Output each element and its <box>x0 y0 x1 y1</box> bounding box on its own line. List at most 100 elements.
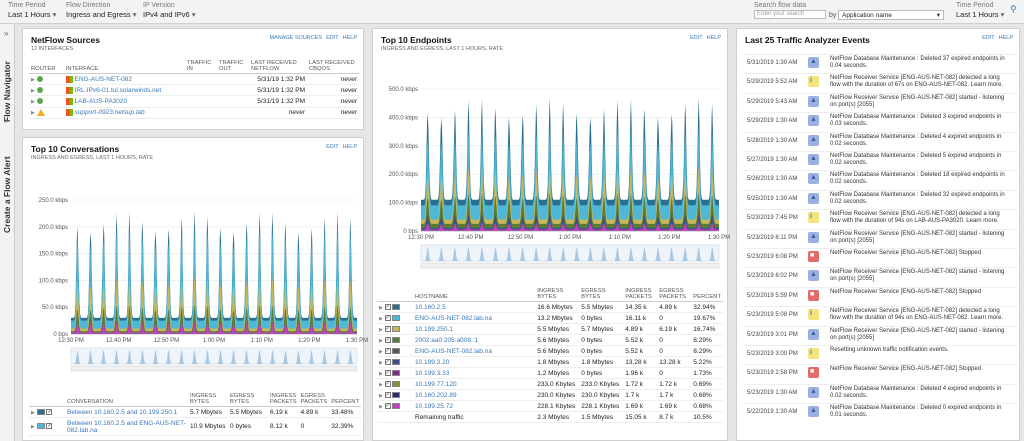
help-link[interactable]: HELP <box>342 144 357 150</box>
expand-icon[interactable]: ▶ <box>31 76 35 83</box>
table-row[interactable]: ▶ ✓ ENG-AUS-NET-082.lab.na 13.2 Mbytes 0 b… <box>377 312 723 324</box>
expand-icon[interactable]: ▶ <box>379 370 383 377</box>
series-checkbox[interactable]: ✓ <box>384 325 391 332</box>
series-checkbox[interactable]: ✓ <box>46 408 53 415</box>
expand-icon[interactable]: ▶ <box>379 304 383 311</box>
help-link[interactable]: HELP <box>342 35 357 41</box>
event-row[interactable]: 5/31/2019 1:30 AM ▲ NetFlow Database Maint… <box>743 54 1017 71</box>
search-input[interactable]: Enter your search <box>754 10 826 19</box>
series-checkbox[interactable]: ✓ <box>384 369 391 376</box>
table-row[interactable]: ▶ ✓ 10.199.250.1 5.5 Mbytes 5.7 Mbytes 4.89… <box>377 323 723 335</box>
table-row[interactable]: ▶ ✓ Between 10.160.2.5 and ENG-AUS-NET-0… <box>29 417 361 436</box>
time-period-filter-right[interactable]: Time Period Last 1 Hours <box>956 2 1004 19</box>
interface-link[interactable]: LAB-AUS-PA3020 <box>74 98 128 106</box>
expand-icon[interactable]: ▶ <box>379 348 383 355</box>
event-row[interactable]: 5/27/2019 1:30 AM ▲ NetFlow Database Maint… <box>743 151 1017 168</box>
table-row[interactable]: ▶ LAB-AUS-PA3020 5/31/19 1:32 PM never <box>29 95 359 108</box>
interface-link[interactable]: ENG-AUS-NET-082 <box>74 75 132 83</box>
expand-icon[interactable]: ▶ <box>31 110 35 117</box>
flow-navigator-tab[interactable]: Flow Navigator <box>0 38 15 124</box>
series-checkbox[interactable]: ✓ <box>384 402 391 409</box>
time-period-right-value[interactable]: Last 1 Hours <box>956 10 1004 19</box>
help-link[interactable]: HELP <box>998 35 1013 41</box>
event-row[interactable]: 5/28/2019 1:30 AM ▲ NetFlow Database Maint… <box>743 131 1017 149</box>
table-row[interactable]: ▶ ENG-AUS-NET-082 5/31/19 1:32 PM never <box>29 73 359 86</box>
hostname-link[interactable]: 10.199.25.72 <box>415 402 453 410</box>
event-row[interactable]: 5/23/2019 1:30 AM ▲ NetFlow Database Maint… <box>743 383 1017 401</box>
conversation-link[interactable]: Between 10.160.2.5 and 10.199.250.1 <box>67 408 178 416</box>
interface-link[interactable]: support-0923.netsup.lab <box>74 109 145 117</box>
series-checkbox[interactable]: ✓ <box>384 303 391 310</box>
event-row[interactable]: 5/23/2019 2:58 PM ■ NetFlow Receiver Servi… <box>743 364 1017 381</box>
expand-icon[interactable]: ▶ <box>379 381 383 388</box>
series-checkbox[interactable]: ✓ <box>384 358 391 365</box>
expand-icon[interactable]: ▶ <box>379 392 383 399</box>
table-row[interactable]: ▶ ✓ 2002:aa0:205:a008::1 5.6 Mbytes 0 byte… <box>377 334 723 346</box>
hostname-link[interactable]: 10.199.250.1 <box>415 325 453 333</box>
search-icon[interactable]: ⚲ <box>1010 4 1017 14</box>
table-row[interactable]: ▶ ✓ 10.199.3.20 1.8 Mbytes 1.8 Mbytes 13.28… <box>377 356 723 368</box>
expand-icon[interactable]: ▶ <box>379 315 383 322</box>
help-link[interactable]: HELP <box>706 35 721 41</box>
time-period-filter[interactable]: Time Period Last 1 Hours <box>8 2 56 19</box>
edit-link[interactable]: EDIT <box>326 144 339 150</box>
expand-icon[interactable]: » <box>4 29 9 38</box>
event-row[interactable]: 5/29/2019 5:52 AM i NetFlow Receiver Servi… <box>743 73 1017 90</box>
hostname-link[interactable]: ENG-AUS-NET-082.lab.na <box>415 347 492 355</box>
expand-alert-icon[interactable]: » <box>4 116 9 125</box>
hostname-link[interactable]: ENG-AUS-NET-082.lab.na <box>415 314 492 322</box>
table-row[interactable]: ▶ ✓ ENG-AUS-NET-082.lab.na 5.6 Mbytes 0 by… <box>377 345 723 357</box>
expand-icon[interactable]: ▶ <box>379 403 383 410</box>
table-row[interactable]: ▶ ✓ 10.160.2.5 16.6 Mbytes 5.5 Mbytes 14.35… <box>377 301 723 313</box>
event-row[interactable]: 5/26/2019 1:30 AM ▲ NetFlow Database Maint… <box>743 170 1017 187</box>
series-checkbox[interactable]: ✓ <box>46 423 53 430</box>
table-row[interactable]: ▶ IRL-IPv6-01.tul.solarwinds.net 5/31/19… <box>29 84 359 97</box>
hostname-link[interactable]: 10.199.3.20 <box>415 358 450 366</box>
expand-icon[interactable]: ▶ <box>31 424 35 430</box>
event-row[interactable]: 5/23/2019 3:01 PM ▲ NetFlow Receiver Servi… <box>743 325 1017 343</box>
series-checkbox[interactable]: ✓ <box>384 391 391 398</box>
table-row[interactable]: ▶ ✓ 10.160.202.89 230.0 Kbytes 230.0 Kbyte… <box>377 389 723 401</box>
series-checkbox[interactable]: ✓ <box>384 380 391 387</box>
series-checkbox[interactable]: ✓ <box>384 347 391 354</box>
hostname-link[interactable]: 10.160.202.89 <box>415 391 457 399</box>
expand-icon[interactable]: ▶ <box>379 337 383 344</box>
event-row[interactable]: 5/23/2019 6:11 PM ▲ NetFlow Receiver Servi… <box>743 228 1017 246</box>
event-row[interactable]: 5/22/2019 1:30 AM ▲ NetFlow Database Maint… <box>743 403 1017 420</box>
flow-direction-value[interactable]: Ingress and Egress <box>66 10 136 19</box>
expand-icon[interactable]: ▶ <box>379 359 383 366</box>
hostname-link[interactable]: 2002:aa0:205:a008::1 <box>415 336 479 344</box>
time-period-value[interactable]: Last 1 Hours <box>8 10 56 19</box>
search-by-select[interactable]: Application name <box>838 10 944 20</box>
interface-link[interactable]: IRL-IPv6-01.tul.solarwinds.net <box>74 86 162 94</box>
edit-link[interactable]: EDIT <box>690 35 703 41</box>
expand-icon[interactable]: ▶ <box>31 409 35 416</box>
event-row[interactable]: 5/25/2019 1:30 AM ▲ NetFlow Database Maint… <box>743 189 1017 207</box>
event-row[interactable]: 5/23/2019 7:45 PM i NetFlow Receiver Servi… <box>743 209 1017 226</box>
series-checkbox[interactable]: ✓ <box>384 314 391 321</box>
expand-icon[interactable]: ▶ <box>31 99 35 106</box>
endpoints-chart[interactable]: 500.0 kbps 400.0 kbps 300.0 kbps 200.0 kbps… <box>373 29 730 279</box>
table-row[interactable]: ▶ support-0923.netsup.lab never never <box>29 107 359 119</box>
event-row[interactable]: 5/29/2019 1:30 AM ▲ NetFlow Database Maint… <box>743 112 1017 129</box>
event-row[interactable]: 5/23/2019 5:08 PM i NetFlow Receiver Servi… <box>743 306 1017 323</box>
ip-version-filter[interactable]: IP Version IPv4 and IPv6 <box>143 2 196 19</box>
table-row[interactable]: ▶ ✓ Between 10.160.2.5 and 10.199.250.1 … <box>29 406 361 418</box>
event-row[interactable]: 5/23/2019 6:08 PM ■ NetFlow Receiver Servi… <box>743 248 1017 265</box>
hostname-link[interactable]: 10.199.3.33 <box>415 369 450 377</box>
conversations-chart[interactable]: 250.0 kbps 200.0 kbps 150.0 kbps 100.0 kbps… <box>23 138 368 378</box>
conversation-link[interactable]: Between 10.160.2.5 and ENG-AUS-NET-082.l… <box>67 419 186 434</box>
edit-link[interactable]: EDIT <box>326 35 339 41</box>
hostname-link[interactable]: 10.199.77.120 <box>415 380 457 388</box>
event-row[interactable]: 5/23/2019 5:59 PM ■ NetFlow Receiver Servi… <box>743 286 1017 304</box>
event-row[interactable]: 5/23/2019 3:00 PM i Resetting unknown traf… <box>743 345 1017 362</box>
expand-icon[interactable]: ▶ <box>31 87 35 94</box>
ip-version-value[interactable]: IPv4 and IPv6 <box>143 10 196 19</box>
flow-direction-filter[interactable]: Flow Direction Ingress and Egress <box>66 2 136 19</box>
edit-link[interactable]: EDIT <box>982 35 995 41</box>
create-flow-alert-tab[interactable]: Create a Flow Alert <box>0 125 15 235</box>
table-row[interactable]: ▶ ✓ 10.199.25.72 228.1 Kbytes 228.1 Kbytes… <box>377 400 723 412</box>
table-row[interactable]: ▶ ✓ 10.199.77.120 233.0 Kbytes 233.0 Kbyte… <box>377 378 723 390</box>
event-row[interactable]: 5/29/2019 5:43 AM ▲ NetFlow Receiver Servi… <box>743 92 1017 110</box>
